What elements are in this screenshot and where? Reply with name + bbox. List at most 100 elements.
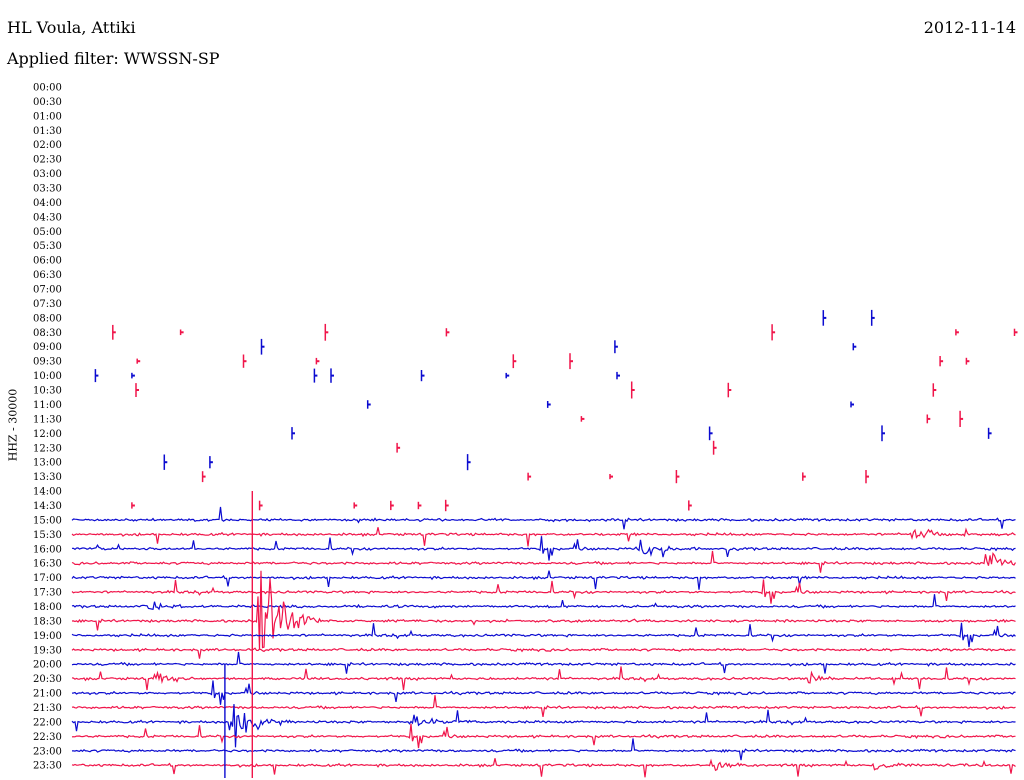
- seismic-trace: [71, 594, 1016, 611]
- row-label-1600: 16:00: [33, 544, 62, 555]
- row-label-2000: 20:00: [33, 660, 62, 671]
- record-date: 2012-11-14: [923, 18, 1016, 37]
- row-label-2230: 22:30: [33, 732, 62, 743]
- trace-row-1430: [131, 499, 692, 512]
- trace-row-2130: [71, 695, 1016, 717]
- seismic-trace: [71, 506, 1016, 530]
- row-label-0200: 02:00: [33, 140, 62, 151]
- row-label-1200: 12:00: [33, 429, 62, 440]
- row-label-1230: 12:30: [33, 443, 62, 454]
- trace-row-1300: [163, 454, 471, 471]
- row-label-1730: 17:30: [33, 588, 62, 599]
- row-label-1930: 19:30: [33, 645, 62, 656]
- row-label-0230: 02:30: [33, 155, 62, 166]
- seismic-trace: [71, 680, 1016, 705]
- row-label-0430: 04:30: [33, 212, 62, 223]
- trace-row-1530: [71, 527, 1016, 547]
- row-label-0600: 06:00: [33, 256, 62, 267]
- seismogram-traces: [71, 309, 1018, 778]
- seismic-trace: [71, 647, 1016, 659]
- trace-row-1900: [71, 622, 1016, 648]
- seismic-trace: [72, 738, 1016, 761]
- seismic-trace: [71, 570, 1016, 590]
- row-label-1000: 10:00: [33, 371, 62, 382]
- row-label-0100: 01:00: [33, 111, 62, 122]
- row-label-2030: 20:30: [33, 674, 62, 685]
- row-label-0300: 03:00: [33, 169, 62, 180]
- trace-row-1800: [71, 594, 1016, 611]
- trace-row-1700: [71, 570, 1016, 590]
- trace-row-1000: [94, 368, 620, 383]
- seismic-trace: [71, 527, 1016, 547]
- trace-row-1130: [580, 410, 964, 427]
- row-label-0500: 05:00: [33, 227, 62, 238]
- seismic-trace: [71, 695, 1016, 717]
- row-label-1800: 18:00: [33, 602, 62, 613]
- row-label-0630: 06:30: [33, 270, 62, 281]
- trace-row-1200: [291, 425, 992, 442]
- row-label-0900: 09:00: [33, 342, 62, 353]
- trace-row-0900: [260, 338, 857, 355]
- trace-row-1030: [135, 381, 937, 399]
- row-label-0130: 01:30: [33, 126, 62, 137]
- trace-row-1730: [71, 579, 1016, 604]
- row-label-2200: 22:00: [33, 717, 62, 728]
- row-label-2100: 21:00: [33, 689, 62, 700]
- row-label-1130: 11:30: [33, 414, 62, 425]
- trace-row-2030: [71, 666, 1016, 691]
- row-label-0830: 08:30: [33, 328, 62, 339]
- seismic-trace: [71, 622, 1016, 648]
- trace-row-1330: [201, 470, 869, 484]
- seismic-trace: [71, 536, 1016, 561]
- row-label-0800: 08:00: [33, 313, 62, 324]
- trace-row-2330: [71, 758, 1016, 778]
- row-label-0530: 05:30: [33, 241, 62, 252]
- row-label-1530: 15:30: [33, 530, 62, 541]
- trace-row-1630: [71, 550, 1017, 573]
- trace-row-1930: [71, 647, 1016, 659]
- row-label-0030: 00:30: [33, 97, 62, 108]
- trace-row-2000: [71, 651, 1016, 674]
- trace-row-1230: [396, 440, 717, 455]
- trace-row-2230: [71, 723, 1016, 749]
- seismic-trace: [71, 758, 1016, 778]
- row-label-2300: 23:00: [33, 746, 62, 757]
- seismic-trace: [71, 579, 1016, 604]
- seismic-trace: [71, 550, 1017, 573]
- row-label-1030: 10:30: [33, 386, 62, 397]
- row-label-2130: 21:30: [33, 703, 62, 714]
- seismic-trace: [71, 723, 1016, 749]
- trace-row-2200: [71, 704, 1016, 748]
- row-label-1900: 19:00: [33, 631, 62, 642]
- trace-row-1830: [71, 570, 1016, 650]
- row-time-labels: 00:00 00:30 01:00 01:30 02:00 02:30 03:00 03:30…: [33, 83, 62, 772]
- seismic-trace: [71, 651, 1016, 674]
- row-label-2330: 23:30: [33, 761, 62, 772]
- row-label-0000: 00:00: [33, 83, 62, 94]
- row-label-1400: 14:00: [33, 487, 62, 498]
- row-label-1500: 15:00: [33, 515, 62, 526]
- row-label-1630: 16:30: [33, 559, 62, 570]
- trace-row-2100: [71, 680, 1016, 705]
- trace-row-2300: [72, 738, 1016, 761]
- seismic-trace: [71, 666, 1016, 691]
- trace-row-1500: [71, 506, 1016, 530]
- trace-row-1100: [366, 400, 854, 409]
- row-label-0730: 07:30: [33, 299, 62, 310]
- station-title: HL Voula, Attiki: [7, 18, 136, 37]
- filter-label: Applied filter: WWSSN-SP: [7, 49, 220, 68]
- seismic-trace: [71, 704, 1016, 748]
- trace-row-0830: [112, 323, 1018, 341]
- trace-row-1600: [71, 536, 1016, 561]
- row-label-0930: 09:30: [33, 357, 62, 368]
- row-label-0400: 04:00: [33, 198, 62, 209]
- row-label-1100: 11:00: [33, 400, 62, 411]
- trace-row-0800: [822, 309, 875, 326]
- row-label-1700: 17:00: [33, 573, 62, 584]
- row-label-0700: 07:00: [33, 285, 62, 296]
- seismic-trace: [71, 570, 1016, 650]
- row-label-1330: 13:30: [33, 472, 62, 483]
- row-label-1300: 13:00: [33, 458, 62, 469]
- row-label-1830: 18:30: [33, 616, 62, 627]
